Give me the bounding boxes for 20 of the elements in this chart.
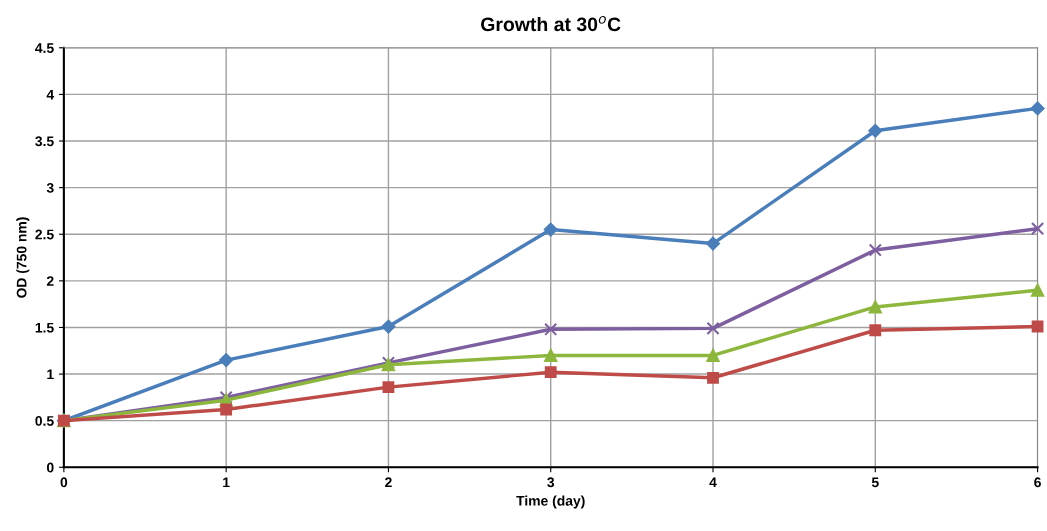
x-tick-label: 6 bbox=[1034, 477, 1041, 488]
y-axis-title: OD (750 nm) bbox=[16, 217, 30, 298]
chart-title: Growth at 30$^{o}$C bbox=[481, 15, 621, 32]
y-tick-label: 4 bbox=[46, 89, 55, 100]
x-tick-label: 4 bbox=[709, 477, 717, 488]
y-tick-label: 2.5 bbox=[35, 229, 54, 240]
x-tick-label: 0 bbox=[60, 477, 68, 488]
y-tick-label: 4.5 bbox=[35, 43, 54, 53]
x-axis-title: Time (day) bbox=[516, 495, 585, 509]
x-tick-label: 3 bbox=[547, 477, 555, 488]
x-tick-label: 2 bbox=[385, 477, 392, 488]
y-tick-label: 1.5 bbox=[35, 322, 54, 333]
y-tick-label: 2 bbox=[46, 276, 54, 286]
y-tick-label: 0.5 bbox=[35, 416, 54, 426]
y-tick-label: 3.5 bbox=[35, 136, 54, 147]
y-tick-label: 3 bbox=[46, 182, 54, 193]
y-tick-label: 1 bbox=[47, 369, 54, 380]
y-tick-label: 0 bbox=[46, 462, 54, 473]
x-tick-label: 1 bbox=[223, 477, 230, 488]
x-tick-label: 5 bbox=[871, 477, 879, 488]
